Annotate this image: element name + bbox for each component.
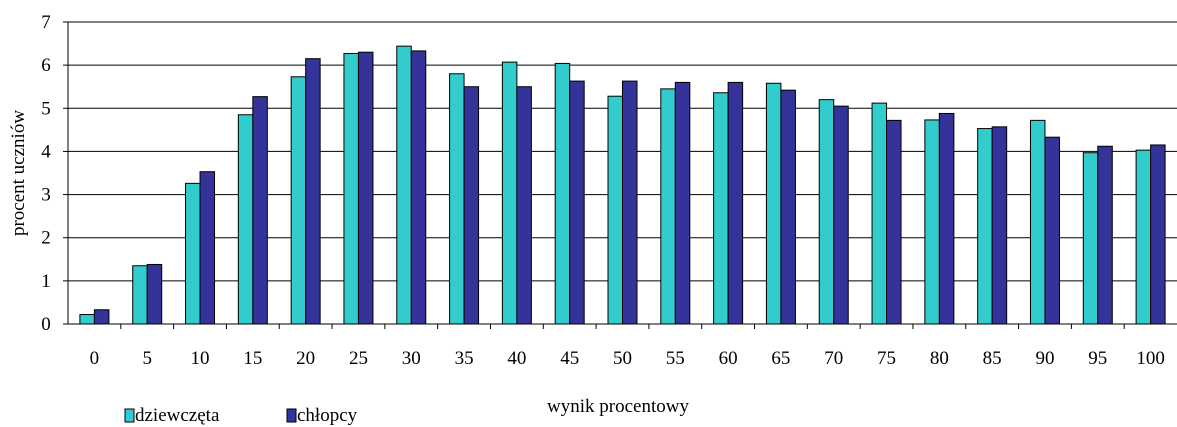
bar-dziewczeta-30 [396, 45, 412, 325]
x-tick-label: 25 [349, 348, 368, 369]
bar-chlopcy-55 [674, 81, 691, 325]
bar-dziewczeta-20 [290, 76, 307, 325]
bar-chlopcy-60 [727, 81, 744, 325]
bar-dziewczeta-85 [977, 128, 993, 325]
bar-dziewczeta-80 [924, 119, 940, 325]
y-tick-label: 0 [41, 314, 51, 335]
x-tick-label: 35 [455, 348, 474, 369]
x-tick-label: 15 [243, 348, 262, 369]
bar-chlopcy-100 [1150, 144, 1166, 325]
y-tick-label: 1 [41, 271, 51, 292]
bar-dziewczeta-55 [660, 88, 676, 325]
bar-dziewczeta-0 [79, 314, 95, 325]
bar-dziewczeta-5 [132, 265, 148, 325]
x-tick-label: 5 [142, 348, 152, 369]
bar-chlopcy-10 [199, 171, 216, 325]
bar-chlopcy-50 [622, 80, 638, 325]
bar-chlopcy-95 [1097, 145, 1113, 325]
y-tick-label: 4 [41, 141, 51, 162]
bar-chlopcy-0 [93, 309, 110, 325]
x-tick-labels: 0 5 10 15 20 25 30 35 40 45 50 55 60 65 70 75 80 85 90 95 10… [90, 324, 1165, 369]
bar-dziewczeta-95 [1082, 152, 1099, 325]
legend-swatch-chlopcy [286, 408, 297, 423]
bar-chlopcy-35 [463, 86, 480, 325]
bar-dziewczeta-15 [237, 114, 254, 325]
bar-dziewczeta-10 [185, 182, 201, 325]
x-tick-label: 55 [666, 348, 685, 369]
y-tick-label: 5 [41, 98, 51, 119]
bar-chlopcy-25 [357, 51, 374, 325]
bar-chlopcy-40 [516, 86, 532, 325]
x-tick-label: 65 [771, 348, 790, 369]
bar-dziewczeta-35 [449, 73, 465, 325]
x-tick-label: 30 [402, 348, 421, 369]
x-tick-label: 20 [296, 348, 315, 369]
legend: dziewczęta chłopcy [124, 405, 358, 426]
x-tick-label: 10 [191, 348, 210, 369]
x-tick-label: 70 [824, 348, 843, 369]
bar-dziewczeta-60 [713, 92, 729, 325]
y-axis-title: procent uczniów [8, 110, 29, 236]
x-tick-label: 75 [877, 348, 896, 369]
bar-dziewczeta-100 [1135, 149, 1152, 325]
y-tick-label: 7 [41, 12, 51, 33]
bar-dziewczeta-90 [1029, 119, 1046, 325]
bar-dziewczeta-75 [871, 102, 888, 325]
axes [67, 22, 1177, 325]
x-tick-label: 80 [930, 348, 949, 369]
x-tick-label: 40 [507, 348, 526, 369]
y-tick-label: 2 [41, 228, 51, 249]
bar-chlopcy-75 [886, 119, 902, 325]
legend-label-chlopcy: chłopcy [297, 405, 358, 426]
bar-dziewczeta-25 [343, 52, 359, 325]
bar-dziewczeta-50 [607, 95, 623, 325]
x-tick-label: 85 [983, 348, 1002, 369]
bar-chlopcy-30 [410, 50, 427, 325]
bar-chlopcy-65 [780, 89, 796, 325]
bar-dziewczeta-70 [818, 99, 835, 325]
bar-chlopcy-80 [938, 112, 955, 325]
x-tick-label: 45 [560, 348, 579, 369]
y-tick-label: 3 [41, 185, 51, 206]
bar-chlopcy-5 [146, 263, 163, 325]
bar-dziewczeta-40 [501, 61, 518, 325]
y-tick-labels: 0 1 2 3 4 5 6 7 [41, 12, 68, 335]
bar-chlopcy-20 [305, 58, 321, 325]
bar-chlopcy-15 [252, 96, 268, 325]
x-tick-label: 90 [1035, 348, 1054, 369]
bar-chlopcy-85 [991, 126, 1008, 325]
legend-label-dziewczeta: dziewczęta [135, 405, 220, 426]
bar-chlopcy-70 [833, 105, 849, 325]
legend-swatch-dziewczeta [124, 408, 135, 423]
bar-chlopcy-45 [569, 80, 585, 325]
x-tick-label: 100 [1136, 348, 1165, 369]
x-tick-label: 50 [613, 348, 632, 369]
bar-dziewczeta-45 [554, 62, 571, 325]
bar-chlopcy-90 [1044, 136, 1060, 325]
bars [79, 45, 1166, 325]
x-tick-label: 0 [90, 348, 100, 369]
bar-dziewczeta-65 [765, 82, 782, 325]
x-tick-label: 95 [1088, 348, 1107, 369]
x-axis-title: wynik procentowy [547, 396, 689, 417]
x-tick-label: 60 [719, 348, 738, 369]
y-tick-label: 6 [41, 55, 51, 76]
